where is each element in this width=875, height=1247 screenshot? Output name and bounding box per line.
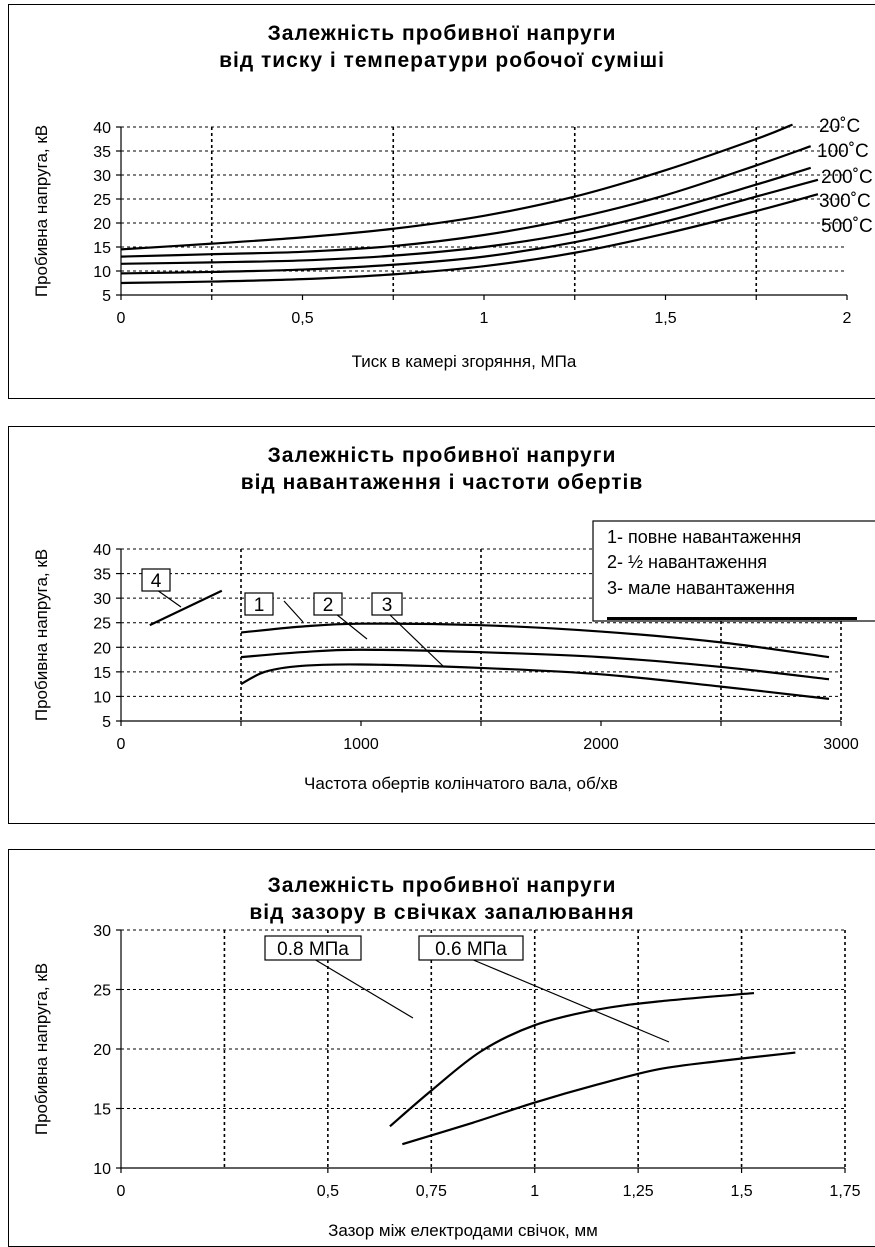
label-leader-line — [283, 600, 304, 623]
x-tick-label: 1,5 — [654, 310, 676, 327]
x-tick-label: 0,75 — [416, 1183, 447, 1200]
x-tick-label: 1 — [480, 310, 489, 327]
y-tick-label: 10 — [93, 689, 111, 706]
y-tick-label: 40 — [93, 542, 111, 559]
chart-title-line: від навантаження і частоти обертів — [241, 471, 644, 494]
y-tick-label: 35 — [93, 567, 111, 584]
series-line — [402, 1051, 796, 1146]
label-leader-line — [313, 958, 414, 1019]
label-leader-line — [388, 613, 444, 667]
series-label: 4 — [151, 571, 162, 592]
x-tick-label: 0 — [117, 736, 126, 753]
y-tick-label: 5 — [102, 288, 111, 305]
series-label-box — [313, 592, 343, 616]
series-label: 2 — [323, 595, 334, 616]
y-tick-label: 20 — [93, 640, 111, 657]
chart-svg: Залежність пробивної напруги від тиску і … — [32, 22, 873, 371]
chart-title-line: Залежність пробивної напруги — [268, 874, 617, 897]
series-label: 0.8 МПа — [277, 939, 349, 960]
chart-svg: Залежність пробивної напруги від навантаж… — [32, 444, 875, 793]
legend-entry: 1- повне навантаження — [607, 527, 801, 547]
x-axis-label: Зазор між електродами свічок, мм — [328, 1221, 598, 1240]
legend-entry-clipped — [607, 617, 857, 620]
legend-entry: 2- ½ навантаження — [607, 552, 767, 572]
series-line — [120, 166, 812, 265]
series-label: 200˚C — [821, 167, 873, 188]
y-tick-label: 15 — [93, 665, 111, 682]
y-tick-label: 25 — [93, 192, 111, 209]
x-tick-label: 0,5 — [291, 310, 313, 327]
series-line — [120, 193, 819, 285]
chart-title-line: Залежність пробивної напруги — [268, 22, 617, 45]
y-tick-label: 20 — [93, 1042, 111, 1059]
series-line — [120, 178, 819, 275]
chart-title-line: Залежність пробивної напруги — [268, 444, 617, 467]
series-line — [149, 589, 223, 627]
y-axis-label: Пробивна напруга, кВ — [32, 963, 51, 1135]
series-line — [389, 991, 755, 1128]
legend-box — [592, 520, 875, 622]
series-label: 100˚C — [817, 141, 869, 162]
chart-title-line: від тиску і температури робочої суміші — [219, 49, 665, 72]
label-leader-line — [335, 613, 368, 640]
y-tick-label: 15 — [93, 240, 111, 257]
y-tick-label: 25 — [93, 616, 111, 633]
series-label-box — [141, 568, 171, 592]
x-tick-label: 0,5 — [317, 1183, 339, 1200]
series-line — [240, 648, 830, 681]
y-tick-label: 10 — [93, 1161, 111, 1178]
x-tick-label: 2 — [843, 310, 852, 327]
y-tick-label: 30 — [93, 168, 111, 185]
y-tick-label: 5 — [102, 714, 111, 731]
x-tick-label: 1 — [530, 1183, 539, 1200]
series-label-box — [264, 935, 362, 961]
chart-panel-gap: Залежність пробивної напруги від зазору в… — [8, 849, 875, 1247]
x-tick-label: 2000 — [583, 736, 619, 753]
x-tick-label: 0 — [117, 310, 126, 327]
y-tick-label: 30 — [93, 591, 111, 608]
series-label: 3 — [382, 595, 393, 616]
y-tick-label: 10 — [93, 264, 111, 281]
x-tick-label: 1,5 — [730, 1183, 752, 1200]
y-tick-label: 15 — [93, 1102, 111, 1119]
y-tick-label: 35 — [93, 144, 111, 161]
chart-title-line: від зазору в свічках запалювання — [249, 901, 634, 924]
y-tick-label: 30 — [93, 923, 111, 940]
series-label-box — [371, 592, 403, 616]
x-axis-label: Тиск в камері згоряння, МПа — [352, 352, 577, 371]
series-label-box — [418, 935, 524, 961]
y-tick-label: 25 — [93, 983, 111, 1000]
x-tick-label: 3000 — [823, 736, 859, 753]
series-label: 1 — [254, 595, 265, 616]
series-label: 500˚C — [821, 216, 873, 237]
series-line — [120, 145, 812, 258]
y-tick-label: 40 — [93, 120, 111, 137]
x-axis-label: Частота обертів колінчатого вала, об/хв — [304, 774, 618, 793]
series-line — [240, 663, 830, 700]
chart-svg: Залежність пробивної напруги від зазору в… — [32, 874, 861, 1240]
x-tick-label: 1000 — [343, 736, 379, 753]
y-axis-label: Пробивна напруга, кВ — [32, 125, 51, 297]
y-axis-label: Пробивна напруга, кВ — [32, 549, 51, 721]
label-leader-line — [470, 958, 670, 1043]
chart-panel-pressure: Залежність пробивної напруги від тиску і … — [8, 4, 875, 399]
series-label: 300˚C — [819, 191, 871, 212]
label-leader-line — [156, 589, 182, 608]
chart-panel-load: Залежність пробивної напруги від навантаж… — [8, 426, 875, 824]
x-tick-label: 1,25 — [623, 1183, 654, 1200]
series-label: 0.6 МПа — [435, 939, 507, 960]
y-tick-label: 20 — [93, 216, 111, 233]
x-tick-label: 1,75 — [829, 1183, 860, 1200]
series-line — [120, 123, 793, 251]
series-label: 20˚C — [819, 116, 860, 137]
series-line — [240, 622, 830, 659]
legend-entry: 3- мале навантаження — [607, 578, 795, 598]
x-tick-label: 0 — [117, 1183, 126, 1200]
series-label-box — [244, 592, 274, 616]
